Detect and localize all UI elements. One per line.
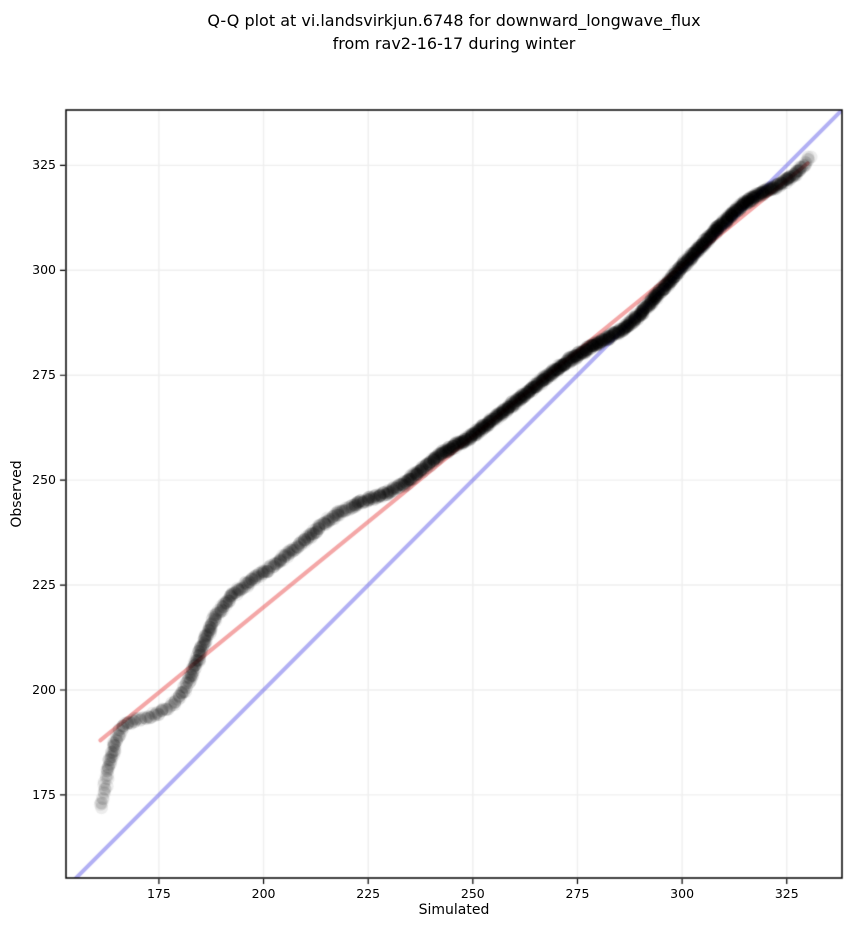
chart-title: Q-Q plot at vi.landsvirkjun.6748 for dow… [66, 9, 842, 55]
y-tick-label: 300 [32, 262, 56, 278]
y-axis-label: Observed [9, 460, 25, 528]
x-tick-label: 300 [670, 886, 695, 901]
y-tick-label: 325 [32, 157, 56, 173]
x-tick-label: 200 [251, 886, 276, 901]
chart-title-line1: Q-Q plot at vi.landsvirkjun.6748 for dow… [207, 11, 701, 30]
x-tick-label: 250 [460, 886, 485, 901]
chart-title-line2: from rav2-16-17 during winter [332, 34, 576, 53]
x-tick-label: 175 [146, 886, 171, 901]
x-tick-label: 225 [356, 886, 381, 901]
y-tick-label: 225 [32, 577, 56, 593]
y-tick-label: 175 [32, 786, 56, 802]
y-tick-label: 250 [32, 472, 56, 488]
x-tick-label: 325 [774, 886, 799, 901]
x-tick-label: 275 [565, 886, 590, 901]
y-tick-label: 200 [32, 681, 56, 697]
x-axis-label: Simulated [418, 902, 490, 918]
y-tick-label: 275 [32, 367, 56, 383]
